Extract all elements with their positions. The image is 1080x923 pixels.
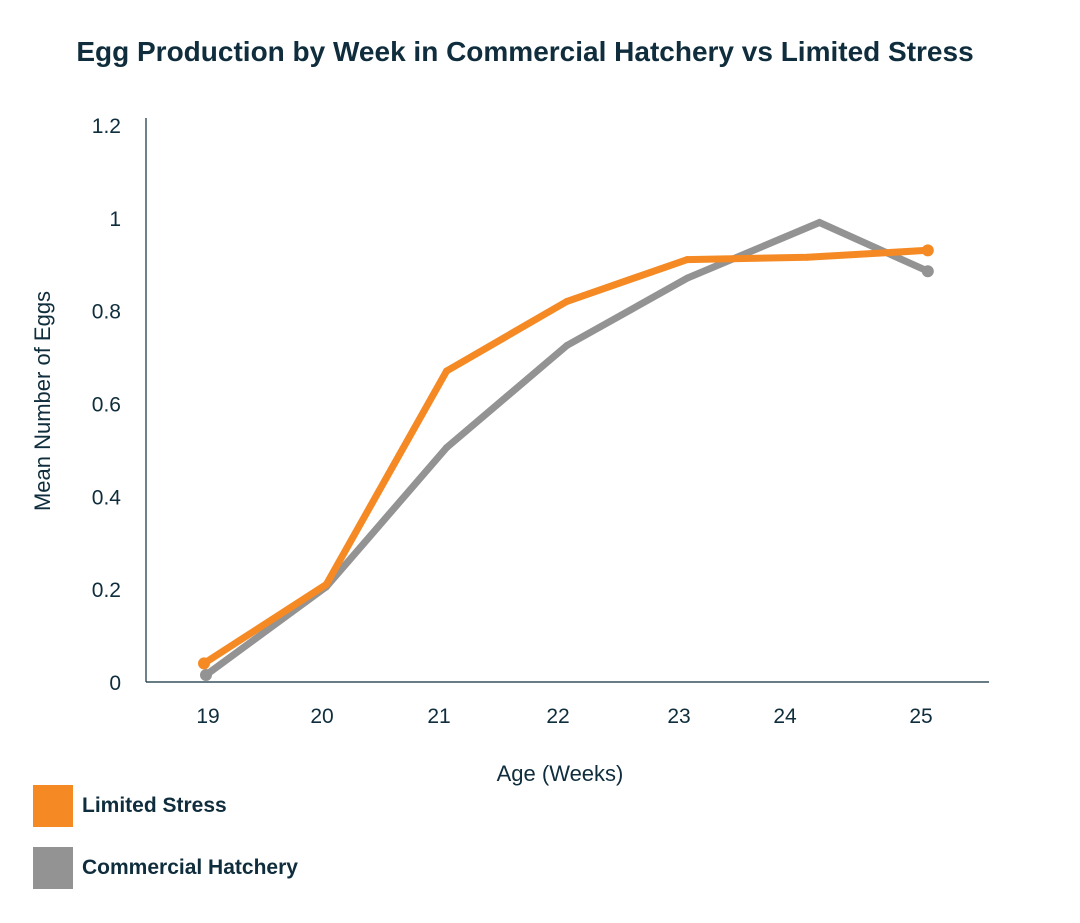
tick-labels: 0 0.2 0.4 0.6 0.8 1 1.2 19 20 21 22 23 24 25	[92, 115, 933, 728]
y-tick-label: 0.2	[92, 579, 121, 602]
x-tick-label: 22	[546, 705, 569, 728]
x-tick-label: 23	[667, 705, 690, 728]
legend-label-limited-stress: Limited Stress	[82, 794, 227, 817]
data-point-limited-stress	[804, 253, 811, 261]
legend-swatch-limited-stress	[33, 785, 73, 827]
data-point-limited-stress	[443, 367, 451, 375]
data-point-commercial-hatchery	[443, 444, 451, 452]
x-tick-label: 20	[310, 705, 333, 728]
y-tick-label: 0	[109, 672, 121, 695]
y-tick-label: 0.6	[92, 394, 121, 417]
legend-swatch-commercial-hatchery	[33, 847, 73, 889]
series-line-limited-stress	[202, 246, 929, 667]
series-line-commercial-hatchery	[203, 218, 930, 678]
y-tick-label: 1.2	[92, 115, 121, 138]
legend-item-limited-stress: Limited Stress	[33, 785, 227, 827]
y-tick-label: 0.8	[92, 301, 121, 324]
data-point-limited-stress	[563, 297, 571, 305]
series-lines	[198, 218, 934, 682]
data-point-commercial-hatchery	[683, 274, 691, 282]
x-tick-label: 24	[773, 705, 797, 728]
data-point-commercial-hatchery	[563, 341, 571, 349]
data-point-limited-stress	[683, 256, 691, 264]
data-point-limited-stress	[322, 581, 330, 589]
axes	[145, 118, 989, 683]
y-tick-label: 0.4	[92, 486, 122, 509]
data-point-commercial-hatchery	[921, 265, 934, 278]
data-point-limited-stress	[198, 657, 210, 670]
x-tick-label: 21	[427, 705, 450, 728]
x-tick-label: 19	[196, 705, 219, 728]
x-tick-label: 25	[909, 705, 932, 728]
y-axis-label: Mean Number of Eggs	[30, 291, 55, 511]
legend-label-commercial-hatchery: Commercial Hatchery	[82, 856, 298, 879]
y-tick-label: 1	[109, 208, 121, 231]
x-axis-label: Age (Weeks)	[497, 761, 624, 786]
chart-title: Egg Production by Week in Commercial Hat…	[76, 36, 974, 67]
data-point-limited-stress	[921, 244, 934, 257]
legend-item-commercial-hatchery: Commercial Hatchery	[33, 847, 298, 889]
data-point-commercial-hatchery	[200, 669, 212, 682]
data-point-commercial-hatchery	[816, 218, 824, 226]
